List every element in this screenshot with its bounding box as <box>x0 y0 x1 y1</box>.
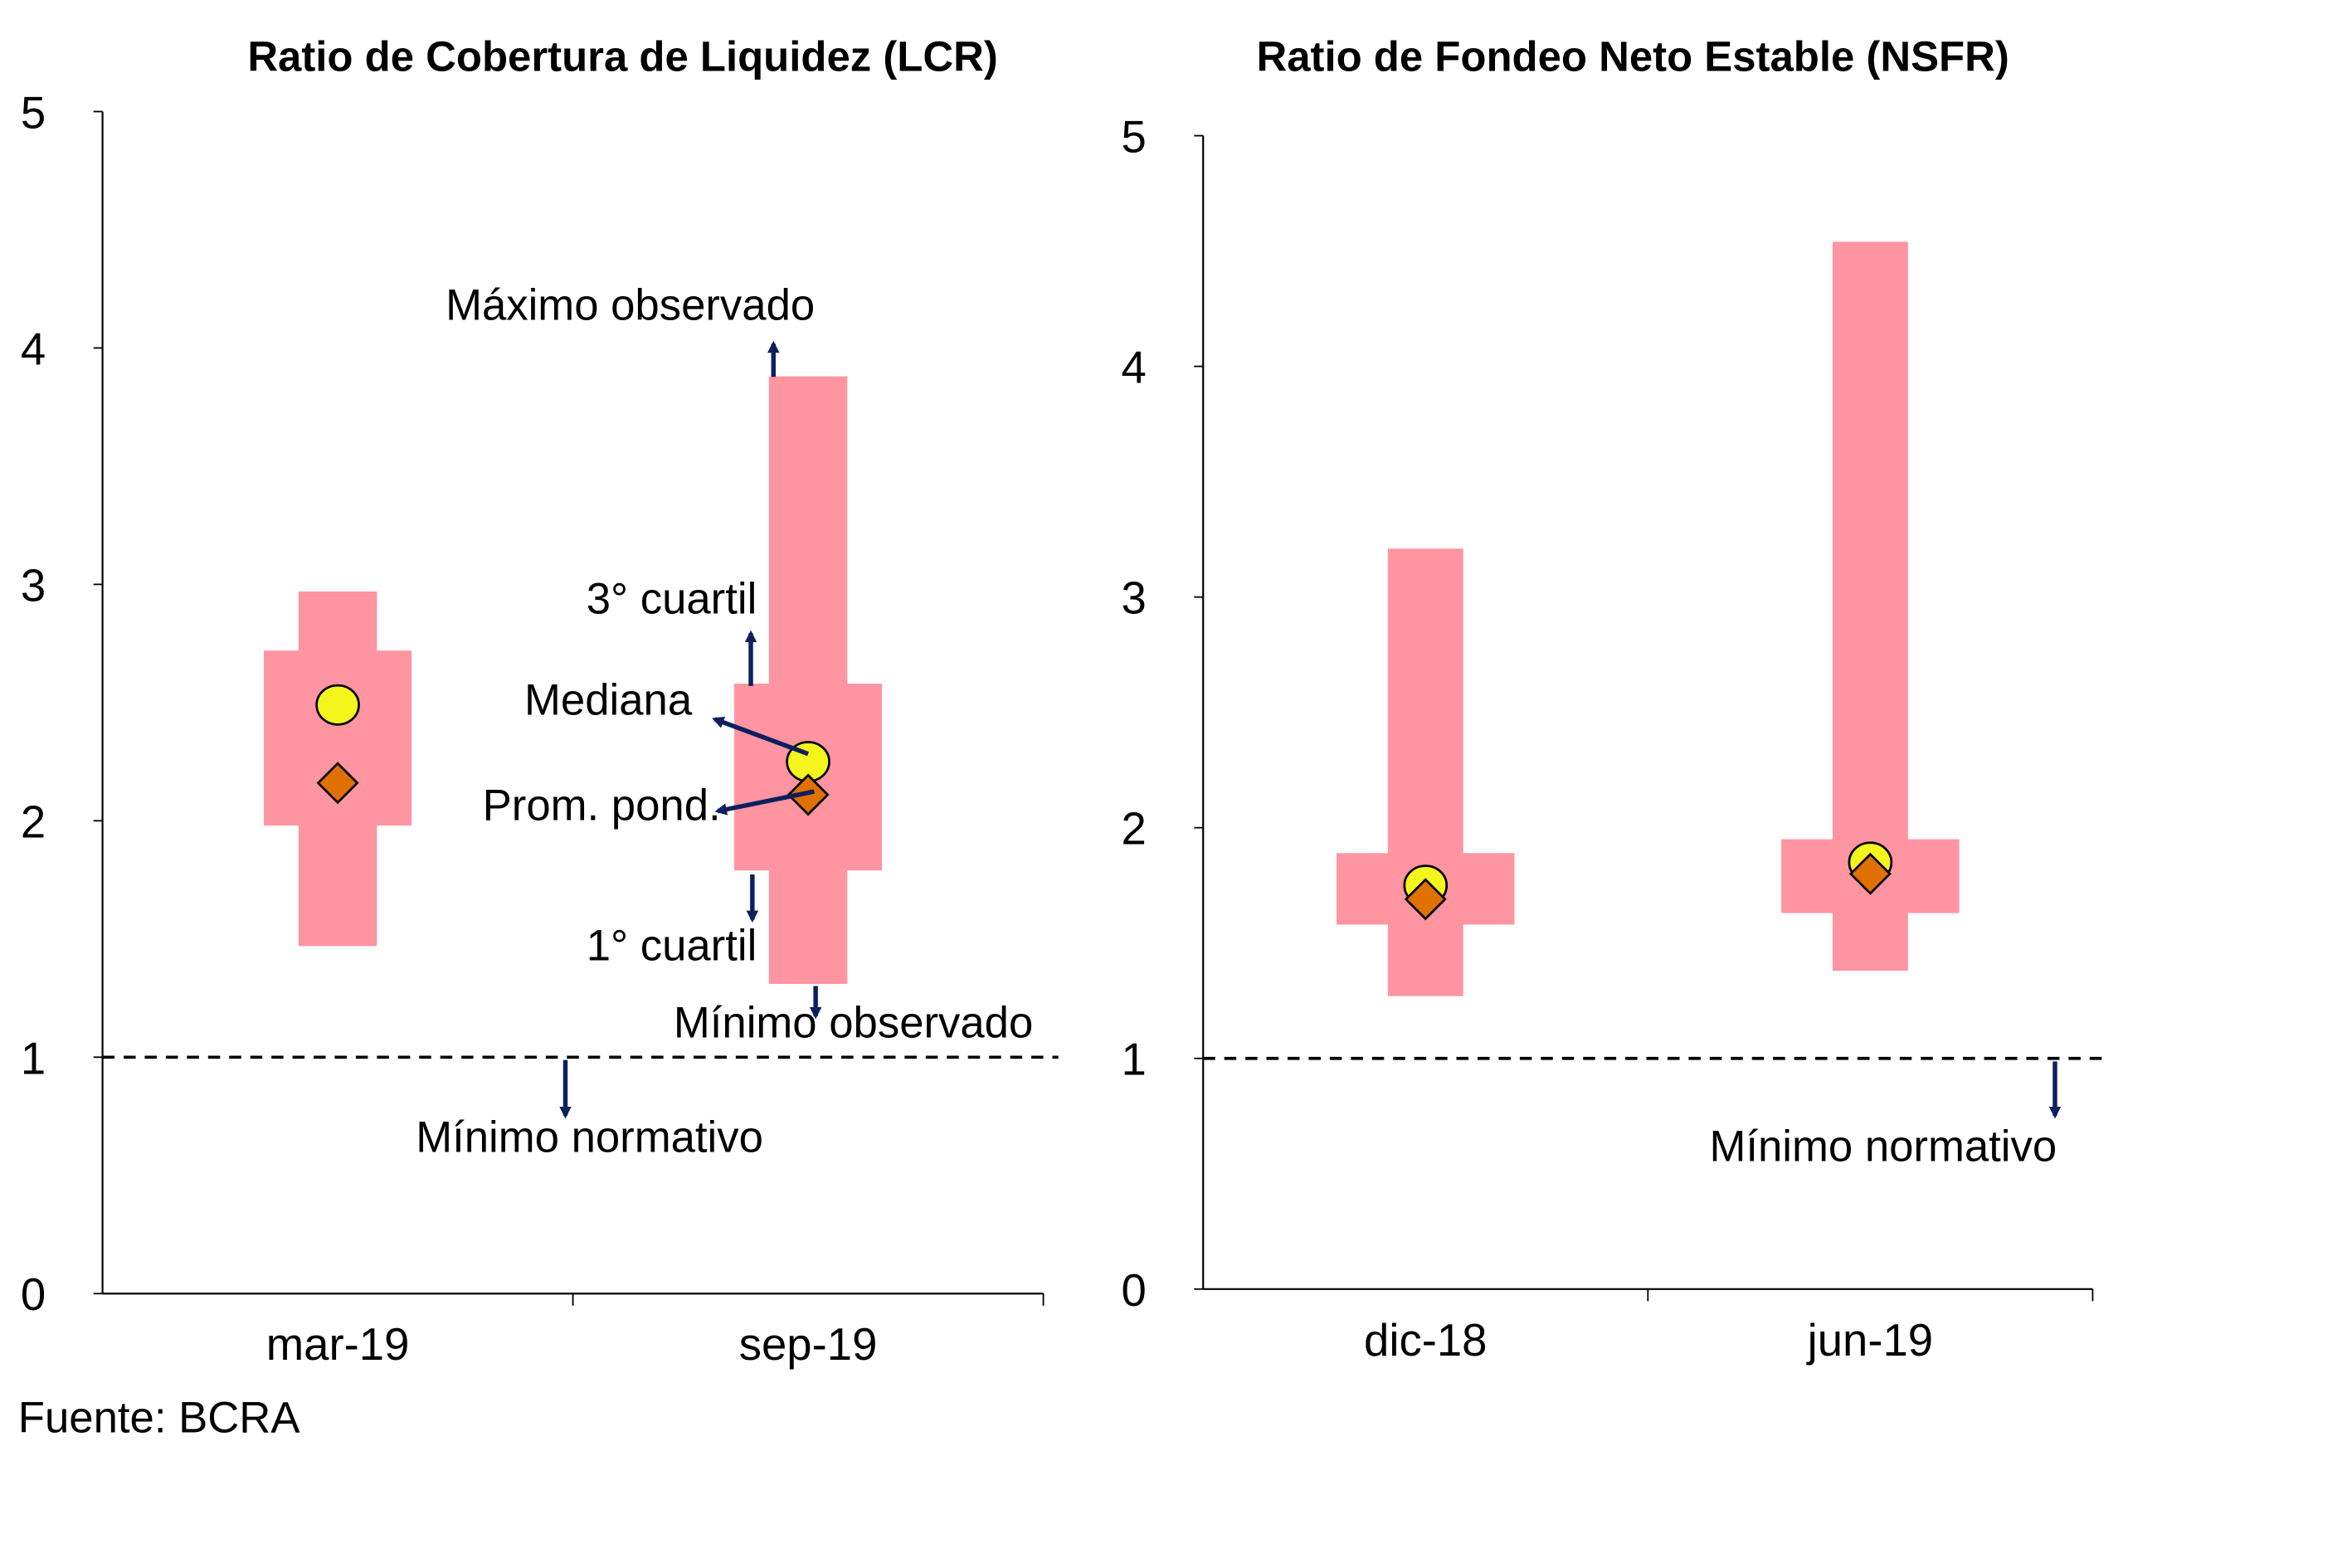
source-note: Fuente: BCRA <box>18 1393 301 1442</box>
nsfr-title: Ratio de Fondeo Neto Estable (NSFR) <box>1256 32 2009 80</box>
y-tick-label: 3 <box>21 560 46 611</box>
lcr-panel: Ratio de Cobertura de Liquidez (LCR) mar… <box>21 32 1059 1370</box>
nsfr-annotations: Mínimo normativo <box>1709 1061 2062 1171</box>
marks <box>264 376 883 984</box>
lcr-title: Ratio de Cobertura de Liquidez (LCR) <box>247 32 997 80</box>
y-tick-label: 4 <box>21 324 46 374</box>
y-tick-label: 5 <box>1121 112 1146 163</box>
y-tick-label: 2 <box>21 796 46 847</box>
annotation-q1: 1° cuartil <box>587 922 757 971</box>
x-tick-label: sep-19 <box>739 1319 878 1370</box>
nsfr-panel: Ratio de Fondeo Neto Estable (NSFR) dic-… <box>1121 32 2108 1366</box>
mean-point-mar-19 <box>316 762 359 805</box>
y-tick-label: 1 <box>1121 1035 1146 1085</box>
y-tick-label: 4 <box>1121 343 1146 393</box>
y-tick-label: 3 <box>1121 573 1146 624</box>
annotation-regulatory-minimum: Mínimo normativo <box>416 1113 763 1161</box>
y-tick-label: 0 <box>21 1269 46 1320</box>
lcr-annotations: Máximo observado 3° cuartil Mediana Prom… <box>416 280 1033 1161</box>
arrow-median <box>711 716 810 757</box>
x-tick-label: dic-18 <box>1364 1315 1487 1366</box>
y-tick-label: 0 <box>1121 1265 1146 1316</box>
y-tick-label: 2 <box>1121 804 1146 855</box>
annotation-q3: 3° cuartil <box>587 575 757 624</box>
median-point-mar-19 <box>315 684 360 726</box>
arrow-mean <box>714 789 815 816</box>
y-tick-label: 1 <box>21 1033 46 1083</box>
range-bar-sep-19 <box>768 376 848 984</box>
y-tick-label: 5 <box>21 87 46 138</box>
marks <box>1337 241 1960 996</box>
annotation-regulatory-minimum: Mínimo normativo <box>1709 1122 2057 1171</box>
mean-point-jun-19 <box>1848 852 1892 895</box>
annotation-mean: Prom. pond. <box>483 782 721 830</box>
range-bar-dic-18 <box>1387 548 1463 996</box>
annotation-max: Máximo observado <box>446 280 815 329</box>
annotation-min: Mínimo observado <box>674 998 1033 1047</box>
x-tick-label: mar-19 <box>266 1319 410 1370</box>
annotation-median: Mediana <box>524 675 693 724</box>
mean-point-dic-18 <box>1404 878 1447 921</box>
x-tick-label: jun-19 <box>1806 1315 1934 1366</box>
